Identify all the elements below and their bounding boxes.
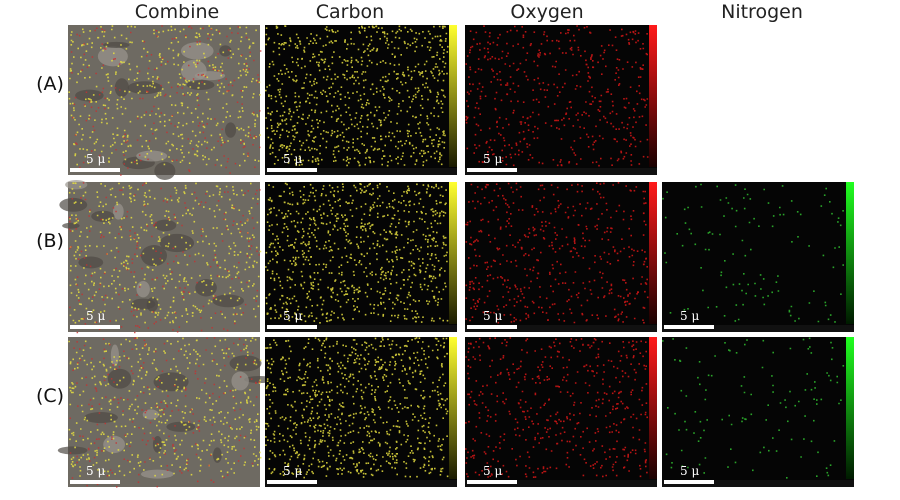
grain <box>195 279 217 297</box>
info-strip <box>662 325 854 332</box>
grain <box>212 294 245 308</box>
grain <box>186 79 215 90</box>
scale-bar <box>467 325 517 329</box>
grain <box>166 421 196 432</box>
map-panel: 5 μ <box>465 25 657 175</box>
column-header: Combine <box>135 1 219 23</box>
color-bar <box>449 25 457 167</box>
map-panel: 5 μ <box>662 337 854 487</box>
scale-bar <box>267 480 317 484</box>
scale-label: 5 μ <box>283 152 302 166</box>
panel-bg <box>465 337 657 487</box>
panel-bg <box>662 182 854 332</box>
grain <box>83 412 118 424</box>
info-strip <box>465 480 657 487</box>
scale-label: 5 μ <box>483 152 502 166</box>
scale-bar <box>267 325 317 329</box>
scale-bar <box>664 480 714 484</box>
scale-label: 5 μ <box>483 309 502 323</box>
map-panel: 5 μ <box>465 182 657 332</box>
row-label: (A) <box>36 73 64 95</box>
map-panel: 5 μ <box>465 337 657 487</box>
map-panel: 5 μ <box>59 180 262 334</box>
scale-bar <box>664 325 714 329</box>
scale-bar <box>70 168 120 172</box>
scale-bar <box>70 480 120 484</box>
grain <box>127 81 163 95</box>
scale-bar <box>267 168 317 172</box>
info-strip <box>465 168 657 175</box>
info-strip <box>265 325 457 332</box>
map-panel: 5 μ <box>57 337 276 488</box>
grain <box>224 122 237 138</box>
column-header: Nitrogen <box>721 1 803 23</box>
info-strip <box>265 480 457 487</box>
scale-label: 5 μ <box>483 464 502 478</box>
grain <box>107 368 132 389</box>
grain <box>78 256 104 269</box>
color-bar <box>846 182 854 324</box>
color-bar <box>449 182 457 324</box>
scale-label: 5 μ <box>86 464 105 478</box>
element-dots <box>265 25 449 167</box>
info-strip <box>662 480 854 487</box>
map-panel: 5 μ <box>662 182 854 332</box>
map-panel: 5 μ <box>265 25 457 175</box>
panel-bg <box>465 25 657 175</box>
scale-label: 5 μ <box>680 464 699 478</box>
color-bar <box>649 25 657 167</box>
map-panel: 5 μ <box>68 25 262 180</box>
grain <box>103 41 130 48</box>
column-header: Oxygen <box>510 1 583 23</box>
color-bar <box>649 182 657 324</box>
grain <box>180 42 214 60</box>
grain <box>113 203 124 220</box>
grain <box>194 71 226 81</box>
grain <box>62 222 80 229</box>
element-dots <box>465 25 649 167</box>
grain <box>140 469 174 479</box>
scale-label: 5 μ <box>86 152 105 166</box>
grain <box>154 161 176 180</box>
info-strip <box>465 325 657 332</box>
info-strip <box>265 168 457 175</box>
grain <box>136 280 150 298</box>
grain <box>140 245 167 267</box>
scale-label: 5 μ <box>283 464 302 478</box>
grain <box>59 197 88 212</box>
grain <box>142 409 159 420</box>
grain <box>231 371 249 391</box>
scale-label: 5 μ <box>283 309 302 323</box>
map-panel: 5 μ <box>265 337 457 487</box>
grain <box>159 233 195 253</box>
grain <box>57 446 88 455</box>
scale-bar <box>467 480 517 484</box>
grain <box>136 150 168 162</box>
column-header: Carbon <box>316 1 384 23</box>
color-bar <box>649 337 657 479</box>
grain <box>75 89 104 102</box>
color-bar <box>449 337 457 479</box>
element-dots <box>265 182 449 324</box>
row-label: (B) <box>36 230 64 252</box>
grain <box>212 447 222 463</box>
row-label: (C) <box>36 385 64 407</box>
grain <box>219 45 232 57</box>
scale-label: 5 μ <box>680 309 699 323</box>
panel-bg <box>662 337 854 487</box>
grain <box>65 180 88 190</box>
grain <box>103 435 126 454</box>
grain <box>110 344 119 367</box>
grain <box>154 219 177 232</box>
grain <box>114 78 129 98</box>
map-panel: 5 μ <box>265 182 457 332</box>
scale-bar <box>70 325 120 329</box>
scale-label: 5 μ <box>86 309 105 323</box>
grain <box>153 372 189 392</box>
scale-bar <box>467 168 517 172</box>
grain <box>97 46 128 67</box>
color-bar <box>846 337 854 479</box>
element-dots <box>465 182 649 324</box>
